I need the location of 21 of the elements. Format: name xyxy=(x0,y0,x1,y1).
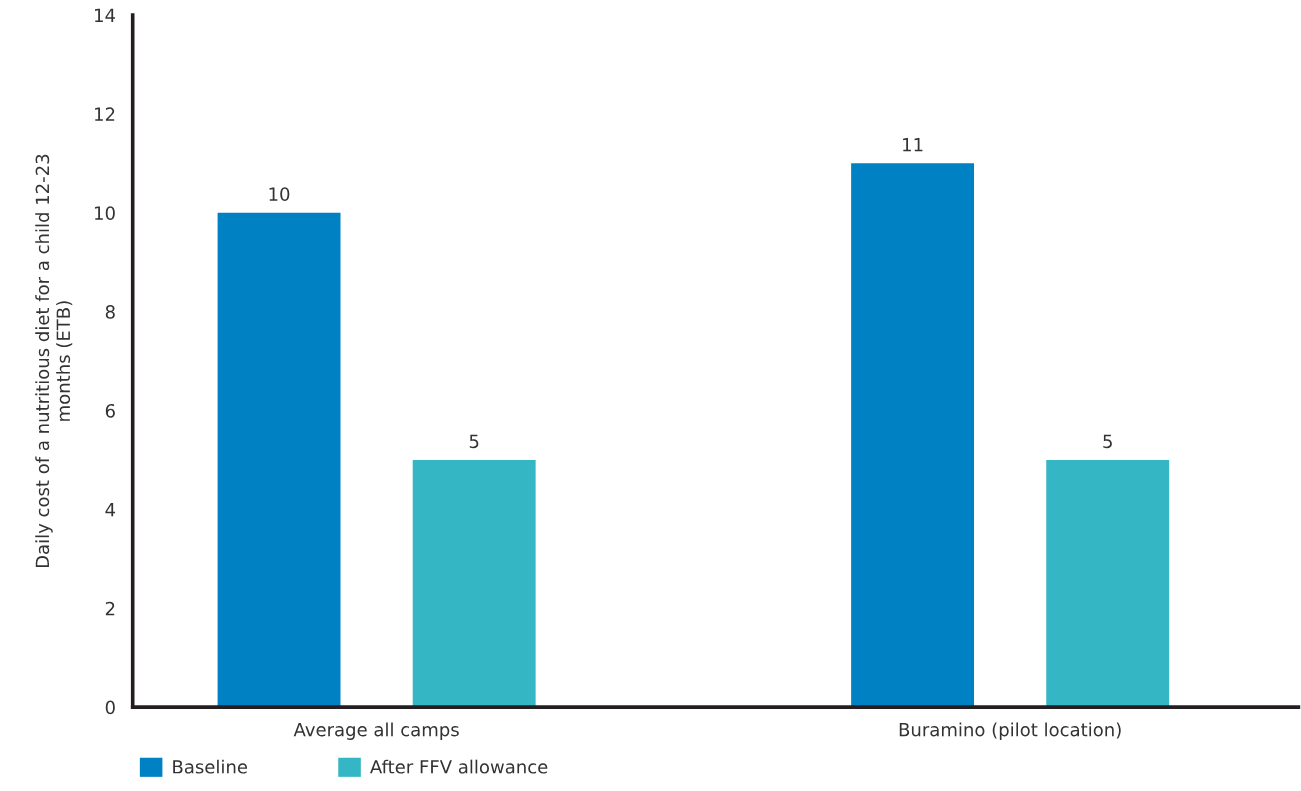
x-tick-label: Average all camps xyxy=(293,722,459,740)
y-tick-label: 8 xyxy=(105,305,115,319)
y-tick-label: 2 xyxy=(105,601,115,616)
x-tick-label: Buramino (pilot location) xyxy=(899,722,1121,740)
y-tick-label: 10 xyxy=(95,206,115,220)
bar xyxy=(1046,459,1170,708)
y-tick-label: 4 xyxy=(105,503,116,517)
legend-label: Baseline xyxy=(173,759,248,774)
data-label: 10 xyxy=(269,187,290,201)
y-tick-label: 14 xyxy=(95,8,116,22)
bar xyxy=(851,163,975,708)
data-label: 5 xyxy=(1103,434,1112,449)
data-label: 5 xyxy=(469,434,479,449)
bar xyxy=(217,212,341,708)
y-tick-label: 6 xyxy=(105,403,115,418)
data-label: 11 xyxy=(903,138,923,152)
legend-label: After FFV allowance xyxy=(370,759,548,774)
y-tick-label: 12 xyxy=(95,107,115,121)
bar xyxy=(412,459,536,708)
y-axis-title: Daily cost of a nutritious diet for a child 12-23 months (ETB) xyxy=(35,154,73,568)
y-tick-label: 0 xyxy=(105,700,115,715)
